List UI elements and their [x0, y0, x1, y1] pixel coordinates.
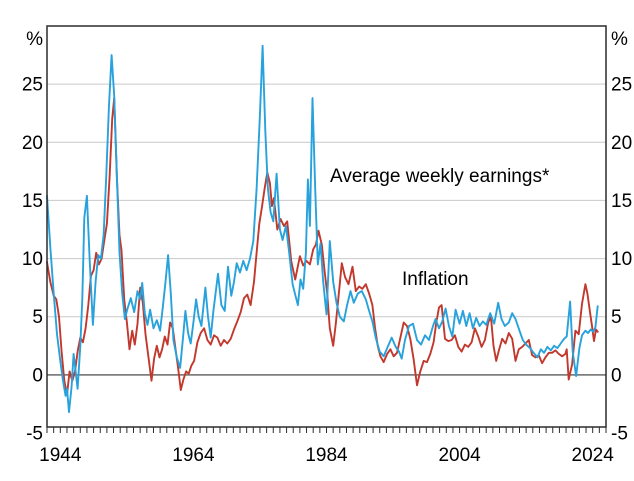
- gridlines: [47, 83, 606, 376]
- series-line-average-weekly-earnings: [46, 44, 599, 414]
- unit-label-right: %: [611, 29, 628, 50]
- y-tick-label-left: 10: [22, 249, 43, 270]
- y-tick-label-right: 25: [611, 75, 632, 96]
- plot-border: [46, 25, 607, 428]
- plot-frame: [46, 25, 607, 428]
- legend-average-weekly-earnings: Average weekly earnings*: [330, 166, 550, 187]
- y-tick-label-right: -5: [611, 424, 628, 445]
- y-tick-label-right: 10: [611, 249, 632, 270]
- y-tick-label-right: 5: [611, 307, 622, 328]
- x-tick-label: 1984: [305, 445, 348, 466]
- y-tick-label-left: 20: [22, 133, 43, 154]
- y-tick-label-left: 25: [22, 75, 43, 96]
- y-tick-label-right: 0: [611, 365, 622, 386]
- x-tick-label: 1964: [172, 445, 215, 466]
- x-tick-label: 1944: [39, 445, 82, 466]
- y-tick-label-left: 5: [32, 307, 43, 328]
- x-tick-label: 2004: [438, 445, 481, 466]
- y-tick-label-left: 0: [32, 365, 43, 386]
- series-line-inflation: [46, 97, 599, 396]
- x-minor-ticks: [46, 427, 607, 433]
- y-tick-label-right: 20: [611, 133, 632, 154]
- legend-inflation: Inflation: [402, 269, 469, 290]
- series-lines: [46, 44, 599, 414]
- x-tick-label: 2024: [572, 445, 615, 466]
- y-tick-label-left: 15: [22, 191, 43, 212]
- unit-label-left: %: [26, 29, 43, 50]
- axis-labels: -5 -5 0 0 5 5 10 10 15 15 20 20 25 25% % 1944 1964 1984 20…: [22, 29, 632, 466]
- y-tick-label-left: -5: [26, 424, 43, 445]
- y-tick-label-right: 15: [611, 191, 632, 212]
